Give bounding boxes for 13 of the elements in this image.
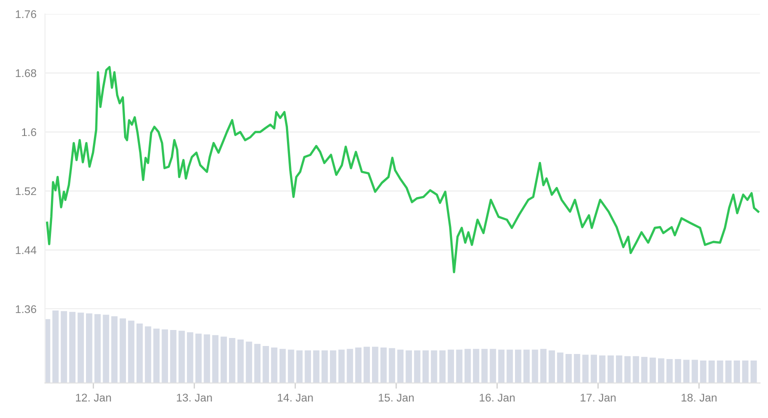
x-tick-label: 12. Jan [76,394,111,402]
x-tick-label: 13. Jan [176,394,212,402]
x-tick-label: 15. Jan [378,394,414,402]
y-tick-label: 1.52 [16,187,36,196]
y-tick-label: 1.76 [16,10,36,18]
x-tick-label: 16. Jan [480,394,515,402]
y-tick-label: 1.6 [22,128,36,136]
y-tick-label: 1.44 [16,246,36,254]
x-tick-label: 14. Jan [278,394,313,402]
y-tick-label: 1.68 [16,69,36,78]
y-tick-label: 1.36 [16,305,36,314]
x-tick-label: 17. Jan [580,394,616,402]
x-tick-label: 18. Jan [682,394,717,402]
